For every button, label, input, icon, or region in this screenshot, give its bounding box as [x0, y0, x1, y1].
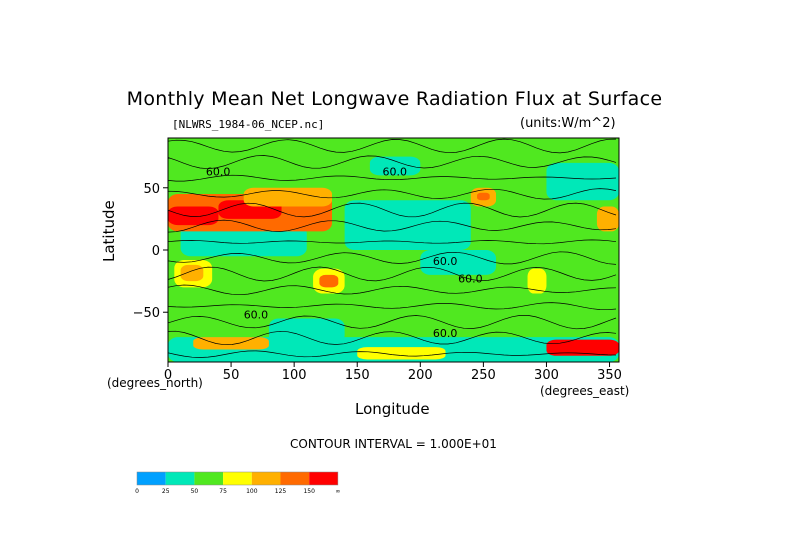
y-axis-ticks: 50 0 −50	[133, 182, 168, 321]
contour-line	[167, 251, 617, 265]
x-tick-label: 50	[223, 368, 240, 383]
contour-line	[167, 266, 617, 282]
heatmap-region	[369, 156, 421, 176]
contour-line	[167, 239, 617, 245]
contour-line	[167, 315, 617, 330]
colorbar-tick-label: 50	[191, 488, 199, 495]
colorbar-tick-label: ∞	[335, 488, 340, 495]
contour-line	[167, 330, 617, 346]
colorbar-swatch	[251, 472, 281, 485]
heatmap-region	[193, 337, 269, 350]
units-label: (units:W/m^2)	[520, 116, 616, 131]
heatmap-region	[546, 162, 619, 201]
heatmap-region	[357, 347, 446, 360]
colorbar-tick-label: 25	[162, 488, 170, 495]
x-axis-label: Longitude	[355, 400, 430, 418]
x-tick-label: 300	[534, 368, 559, 383]
y-unit-label: (degrees_north)	[107, 376, 203, 390]
contour-line	[167, 219, 617, 233]
x-tick-label: 0	[164, 368, 172, 383]
contour-interval-label: CONTOUR INTERVAL = 1.000E+01	[290, 437, 497, 451]
heatmap-region	[243, 187, 332, 207]
heatmap-regions	[168, 138, 619, 362]
heatmap-region	[180, 264, 204, 282]
contour-value-label: 60.0	[206, 165, 231, 178]
colorbar-tick-label: 100	[246, 488, 258, 495]
contour-lines	[167, 138, 617, 358]
y-tick-label: −50	[133, 306, 160, 321]
contour-value-label: 60.0	[458, 272, 483, 285]
contour-line	[167, 302, 617, 311]
heatmap-region	[344, 200, 471, 250]
y-tick-label: 0	[152, 244, 160, 259]
heatmap-region	[168, 206, 219, 226]
contour-labels: 60.0 60.060.060.060.060.0	[206, 165, 483, 340]
heatmap-region	[477, 192, 490, 201]
colorbar-swatch	[165, 472, 195, 485]
y-tick-label: 50	[143, 182, 160, 197]
file-label: [NLWRS_1984-06_NCEP.nc]	[172, 118, 325, 131]
contour-line	[167, 350, 617, 358]
contour-line	[167, 188, 617, 200]
heatmap-region	[596, 206, 619, 232]
heatmap-region	[527, 268, 547, 294]
contour-value-label: 60.0	[433, 327, 458, 340]
colorbar-swatch	[309, 472, 338, 485]
x-tick-label: 100	[282, 368, 307, 383]
heatmap-region	[180, 225, 307, 257]
colorbar-tick-label: 125	[275, 488, 287, 495]
x-tick-label: 250	[471, 368, 496, 383]
colorbar: 0 25 50 75 100 125 150 ∞	[135, 471, 340, 495]
chart-title: Monthly Mean Net Longwave Radiation Flux…	[126, 88, 663, 110]
heatmap-region	[319, 274, 339, 288]
contour-line	[167, 155, 617, 170]
colorbar-tick-label: 75	[219, 488, 227, 495]
contour-value-label: 60.0	[244, 308, 269, 321]
colorbar-tick-label: 0	[135, 488, 139, 495]
x-tick-label: 200	[408, 368, 433, 383]
colorbar-frame	[136, 471, 339, 486]
colorbar-tick-label: 150	[303, 488, 315, 495]
colorbar-swatch	[194, 472, 224, 485]
contour-line	[167, 138, 617, 154]
colorbar-swatch	[137, 472, 166, 485]
contour-value-label: 60.0	[433, 255, 458, 268]
y-axis-label: Latitude	[100, 200, 118, 262]
contour-value-label: 60.0	[382, 165, 407, 178]
heatmap-region	[420, 250, 496, 275]
x-unit-label: (degrees_east)	[540, 384, 630, 398]
x-tick-label: 350	[597, 368, 622, 383]
contour-line	[167, 202, 617, 218]
heatmap-region	[546, 339, 619, 356]
contour-line	[167, 174, 617, 182]
x-tick-label: 150	[345, 368, 370, 383]
colorbar-swatch	[223, 472, 252, 485]
contour-line	[167, 284, 617, 296]
x-axis-ticks: 0 50 100 150 200 250 300 350	[164, 362, 622, 383]
colorbar-swatch	[280, 472, 310, 485]
